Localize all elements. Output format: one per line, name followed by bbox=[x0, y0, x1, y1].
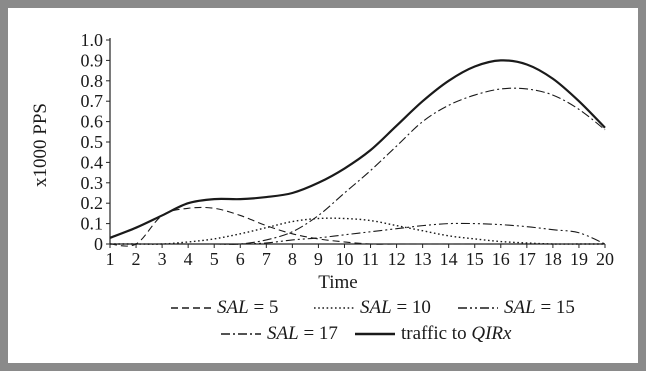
legend-entry-3: SAL = 17 bbox=[221, 323, 338, 344]
y-axis-label: x1000 PPS bbox=[30, 103, 51, 187]
y-tick-label: 0.6 bbox=[81, 112, 104, 132]
x-tick-label: 15 bbox=[466, 249, 484, 269]
x-tick-label: 3 bbox=[158, 249, 167, 269]
chart-svg: 1 2 3 4 5 6 7 8 9 10 11 12 13 14 15 16 17 18 19 20 00.10.20… bbox=[30, 30, 614, 344]
legend-var: SAL bbox=[267, 323, 299, 344]
y-tick-label: 0.1 bbox=[81, 214, 104, 234]
x-tick-label: 5 bbox=[210, 249, 219, 269]
legend-label-3: SAL = 17 bbox=[267, 323, 338, 344]
series-line-3 bbox=[110, 87, 606, 245]
y-tick-label: 0 bbox=[94, 234, 103, 254]
y-tick-label: 0.3 bbox=[81, 173, 104, 193]
x-tick-label: 13 bbox=[414, 249, 432, 269]
series-line-0 bbox=[109, 206, 605, 247]
x-tick-label: 11 bbox=[362, 249, 379, 269]
series-line-4 bbox=[109, 59, 606, 239]
legend-text: traffic to bbox=[401, 323, 471, 344]
x-tick-label: 16 bbox=[492, 249, 510, 269]
y-tick-label: 0.7 bbox=[81, 91, 104, 111]
y-tick-label: 0.9 bbox=[81, 50, 104, 70]
series-group bbox=[109, 59, 606, 247]
legend-var: QIRx bbox=[471, 323, 512, 344]
x-tick-label: 8 bbox=[288, 249, 297, 269]
legend-label-2: SAL = 15 bbox=[504, 297, 575, 318]
x-tick-label: 20 bbox=[596, 249, 614, 269]
legend-entry-0: SAL = 5 bbox=[171, 297, 278, 318]
legend-entry-4: traffic to QIRx bbox=[355, 323, 512, 344]
series-line-1 bbox=[110, 217, 605, 245]
legend-text: = 10 bbox=[392, 297, 431, 318]
x-tick-label: 19 bbox=[570, 249, 588, 269]
legend-label-0: SAL = 5 bbox=[217, 297, 278, 318]
legend-label-4: traffic to QIRx bbox=[401, 323, 512, 344]
x-ticks: 1 2 3 4 5 6 7 8 9 10 11 12 13 14 15 16 17 18 19 20 bbox=[106, 244, 614, 269]
legend-entry-1: SAL = 10 bbox=[314, 297, 431, 318]
y-tick-label: 0.5 bbox=[81, 132, 104, 152]
axes bbox=[109, 38, 605, 245]
x-tick-label: 14 bbox=[440, 249, 458, 269]
y-tick-label: 0.8 bbox=[81, 71, 104, 91]
x-tick-label: 9 bbox=[314, 249, 323, 269]
y-tick-label: 0.4 bbox=[81, 152, 104, 172]
legend-entry-2: SAL = 15 bbox=[458, 297, 575, 318]
x-tick-label: 2 bbox=[132, 249, 141, 269]
x-axis-label: Time bbox=[318, 272, 357, 293]
legend-label-1: SAL = 10 bbox=[360, 297, 431, 318]
y-ticks: 00.10.20.30.40.50.60.70.80.91.0 bbox=[81, 30, 110, 254]
legend-text: = 5 bbox=[249, 297, 279, 318]
x-tick-label: 12 bbox=[388, 249, 406, 269]
y-tick-label: 1.0 bbox=[81, 30, 104, 50]
x-tick-label: 17 bbox=[518, 249, 536, 269]
x-tick-label: 7 bbox=[262, 249, 271, 269]
chart-panel: 1 2 3 4 5 6 7 8 9 10 11 12 13 14 15 16 17 18 19 20 0 0.1 0.2 0… bbox=[8, 8, 638, 363]
x-tick-label: 6 bbox=[236, 249, 245, 269]
x-tick-label: 18 bbox=[544, 249, 562, 269]
legend-var: SAL bbox=[217, 297, 249, 318]
x-tick-label: 4 bbox=[184, 249, 193, 269]
legend-text: = 17 bbox=[299, 323, 338, 344]
legend-text: = 15 bbox=[536, 297, 575, 318]
x-tick-label: 1 bbox=[106, 249, 115, 269]
y-tick-label: 0.2 bbox=[81, 193, 104, 213]
series-line-2 bbox=[110, 222, 606, 245]
legend-var: SAL bbox=[504, 297, 536, 318]
x-tick-label: 10 bbox=[335, 249, 353, 269]
legend-var: SAL bbox=[360, 297, 392, 318]
